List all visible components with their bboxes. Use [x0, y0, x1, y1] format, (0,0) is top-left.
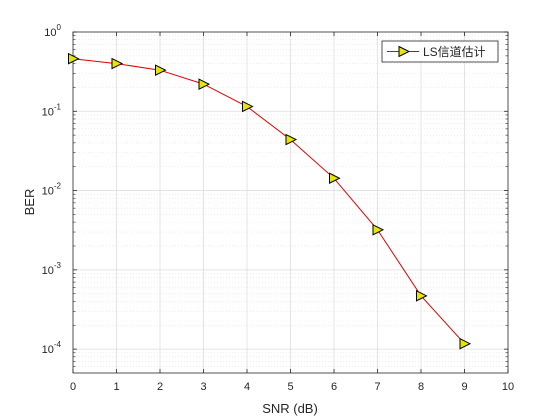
legend-box: [381, 40, 499, 63]
x-tick-label: 0: [70, 381, 76, 393]
y-tick-label: 10-1: [42, 102, 62, 118]
legend: LS信道估计: [381, 40, 499, 63]
x-tick-label: 2: [157, 381, 163, 393]
data-point-marker: [372, 223, 385, 236]
x-tick-label: 3: [200, 381, 206, 393]
data-point-marker: [416, 290, 428, 302]
x-tick-label: 4: [244, 381, 250, 393]
data-point-marker: [68, 52, 80, 65]
x-tick-label: 1: [113, 381, 119, 393]
data-point-marker: [155, 64, 167, 76]
series-layer: [68, 52, 472, 350]
legend-entry-label: LS信道估计: [423, 45, 486, 59]
data-point-marker: [459, 337, 472, 350]
x-axis-label: SNR (dB): [262, 401, 318, 416]
y-tick-label: 100: [44, 23, 61, 39]
y-tick-label: 10-4: [42, 340, 62, 356]
x-tick-label: 7: [374, 381, 380, 393]
y-tick-label: 10-3: [42, 261, 62, 277]
y-tick-label: 10-2: [42, 182, 62, 198]
y-axis-label: BER: [22, 189, 37, 216]
legend-marker: [398, 45, 411, 58]
x-tick-label: 6: [331, 381, 337, 393]
x-tick-label: 5: [287, 381, 293, 393]
x-tick-label: 9: [461, 381, 467, 393]
data-point-marker: [329, 172, 341, 185]
data-point-marker: [242, 100, 254, 113]
axis-ticks: 0 1 2 3 4 5 6 7 8 9 10 100 10-1 10-2 10-3 10-4: [42, 23, 515, 393]
data-point-marker: [198, 78, 211, 90]
data-point-marker: [111, 57, 124, 70]
x-tick-label: 8: [418, 381, 424, 393]
x-tick-label: 10: [502, 381, 514, 393]
data-point-marker: [285, 133, 298, 146]
series-line: [72, 58, 465, 345]
grid: [73, 32, 508, 373]
